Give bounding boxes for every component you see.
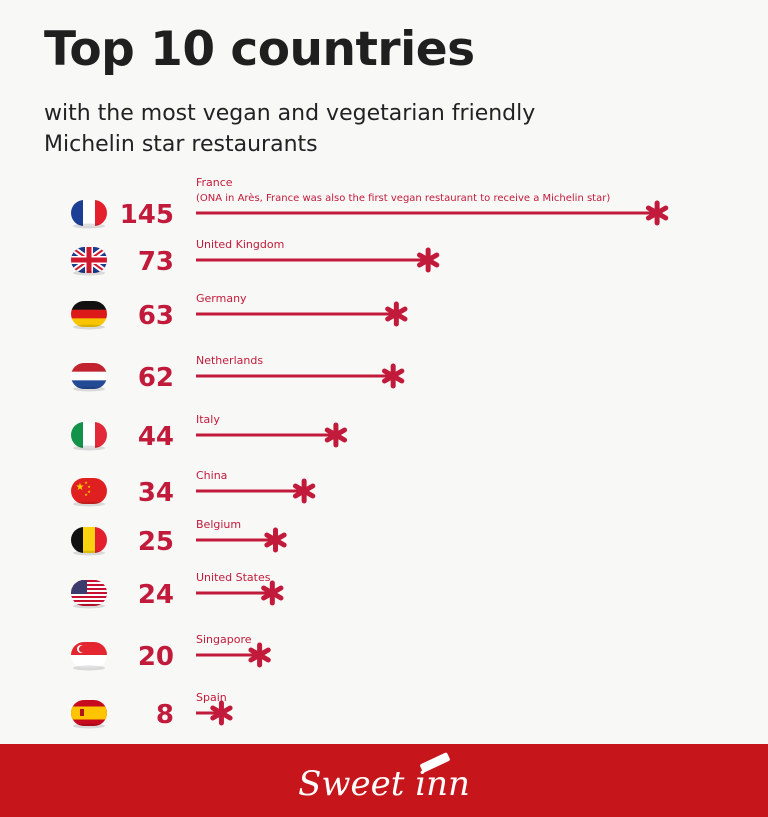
asterisk-marker-icon <box>210 700 233 726</box>
footer-banner: Sweet inn <box>0 744 768 817</box>
country-label: Singapore <box>196 633 252 646</box>
value-label: 24 <box>138 580 174 610</box>
value-label: 20 <box>138 642 174 672</box>
chart-title: Top 10 countries <box>44 22 475 77</box>
asterisk-marker-icon <box>645 200 669 226</box>
value-label: 34 <box>138 478 174 508</box>
country-label: United Kingdom <box>196 238 284 251</box>
france-flag-icon <box>71 200 107 229</box>
country-note: (ONA in Arès, France was also the first … <box>196 192 610 204</box>
italy-flag-icon <box>71 422 107 451</box>
bar-chart: 145 France (ONA in Arès, France was also t… <box>71 176 669 730</box>
value-label: 73 <box>138 247 174 277</box>
country-label: France <box>196 176 233 189</box>
value-label: 63 <box>138 301 174 331</box>
uk-flag-icon <box>71 247 107 276</box>
value-label: 8 <box>156 700 174 730</box>
asterisk-marker-icon <box>264 527 287 553</box>
country-label: Germany <box>196 292 247 305</box>
singapore-flag-icon <box>71 642 107 671</box>
svg-text:★: ★ <box>84 492 88 497</box>
value-label: 25 <box>138 527 174 557</box>
svg-text:★: ★ <box>87 484 91 489</box>
brand-logo: Sweet inn <box>298 764 470 804</box>
asterisk-marker-icon <box>385 301 408 327</box>
spain-flag-icon <box>71 700 107 729</box>
asterisk-marker-icon <box>292 478 316 504</box>
value-label: 44 <box>138 422 174 452</box>
belgium-flag-icon <box>71 527 107 556</box>
country-label: China <box>196 469 227 482</box>
country-label: Netherlands <box>196 354 263 367</box>
asterisk-marker-icon <box>261 580 284 606</box>
country-label: Italy <box>196 413 220 426</box>
germany-flag-icon <box>71 301 107 330</box>
asterisk-marker-icon <box>381 363 405 389</box>
country-label: Belgium <box>196 518 241 531</box>
country-label: Spain <box>196 691 227 704</box>
country-label: United States <box>196 571 271 584</box>
svg-text:★: ★ <box>87 489 91 494</box>
value-label: 62 <box>138 363 174 393</box>
svg-text:★: ★ <box>76 482 85 493</box>
asterisk-marker-icon <box>248 642 271 668</box>
asterisk-marker-icon <box>324 422 348 448</box>
asterisk-marker-icon <box>416 247 440 273</box>
china-flag-icon: ★ ★★★★ <box>71 478 107 507</box>
chart-subtitle: with the most vegan and vegetarian frien… <box>44 101 536 157</box>
usa-flag-icon <box>71 580 107 609</box>
netherlands-flag-icon <box>71 363 107 392</box>
svg-text:★: ★ <box>84 480 88 485</box>
value-label: 145 <box>120 200 174 230</box>
